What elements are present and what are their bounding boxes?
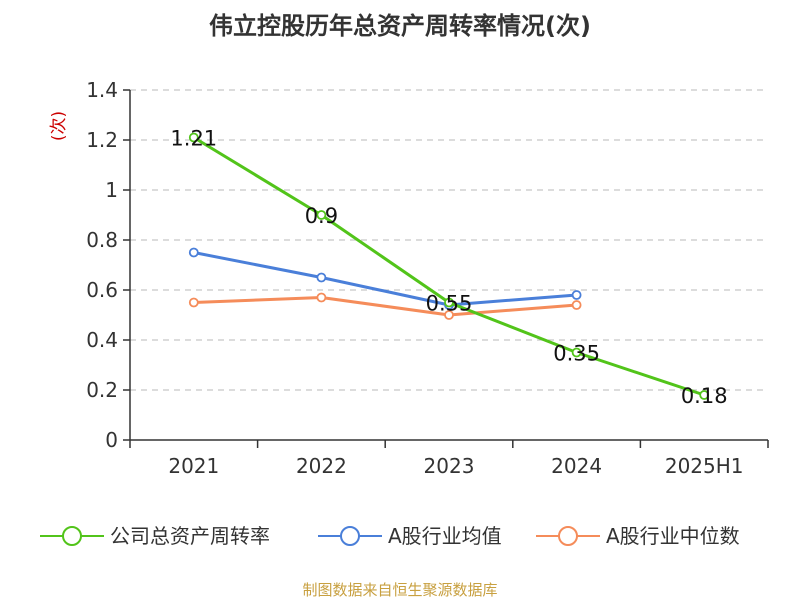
data-point [444,310,454,320]
y-tick-label: 1.2 [86,128,118,152]
data-point [571,347,582,358]
data-point [571,290,582,300]
data-point [316,272,327,283]
y-axis-label: (次) [49,111,69,141]
y-tick-label: 1.4 [86,78,118,102]
data-label: 0.55 [426,292,473,316]
series-3 [188,292,582,320]
legend: 公司总资产周转率 A股行业均值 A股行业中位数 [40,524,740,548]
legend-swatch-marker [340,526,360,546]
data-point [699,390,710,400]
x-tick-label: 2021 [168,454,219,478]
data-point [188,132,199,143]
data-label: 0.35 [553,342,600,366]
source-note: 制图数据来自恒生聚源数据库 [302,581,497,599]
legend-item: A股行业中位数 [536,524,740,548]
gridlines [130,89,768,391]
legend-label: A股行业均值 [388,524,502,548]
data-point [444,297,454,308]
axes: 0 0.2 0.4 0.6 0.8 1 1.2 1.4 2021 2022 2023 2024 2025… [86,78,769,478]
y-tick-label: 1 [105,178,118,202]
x-tick-label: 2024 [551,454,602,478]
data-label: 0.9 [305,204,338,228]
x-tick-label: 2023 [424,454,475,478]
legend-swatch-marker [558,526,578,546]
chart-title: 伟立控股历年总资产周转率情况(次) [209,12,591,40]
data-labels: 1.21 0.9 0.55 0.35 0.18 [170,127,727,409]
legend-label: A股行业中位数 [606,524,740,548]
series-line [193,296,577,317]
legend-item: A股行业均值 [318,524,502,548]
data-point [316,292,327,303]
y-tick-label: 0.8 [86,228,118,252]
data-point [571,300,582,310]
y-tick-label: 0 [105,428,118,452]
x-tick-label: 2022 [296,454,347,478]
y-tick-label: 0.4 [86,328,118,352]
legend-swatch-marker [62,526,82,546]
data-point [188,297,199,308]
series-line [193,251,577,307]
data-point [188,247,199,258]
data-point [316,210,327,220]
y-tick-label: 0.6 [86,278,118,302]
series-1 [188,132,710,400]
x-tick-label: 2025H1 [665,454,744,478]
series-group [188,132,710,400]
legend-label: 公司总资产周转率 [110,524,270,548]
y-tick-label: 0.2 [86,378,118,402]
legend-item: 公司总资产周转率 [40,524,270,548]
data-label: 0.18 [681,384,728,408]
data-label: 1.21 [170,127,217,151]
